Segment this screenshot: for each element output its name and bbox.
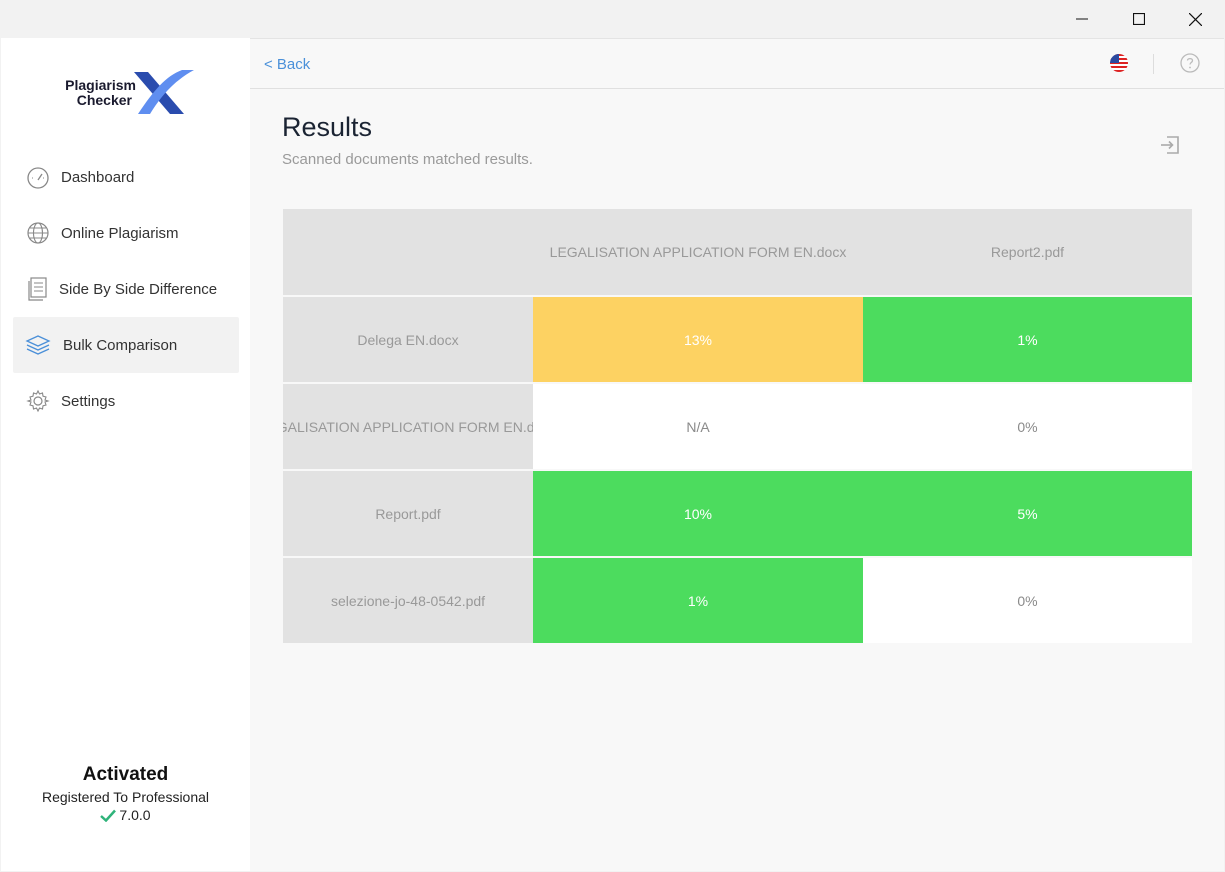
sidebar-item-label: Side By Side Difference: [59, 280, 218, 298]
sidebar-item-dashboard[interactable]: Dashboard: [13, 149, 239, 205]
table-row: Delega EN.docx 13% 1%: [283, 297, 1192, 382]
table-column-header: LEGALISATION APPLICATION FORM EN.docx: [533, 209, 863, 295]
sidebar-item-side-by-side[interactable]: Side By Side Difference: [13, 261, 239, 317]
table-row: Report.pdf 10% 5%: [283, 471, 1192, 556]
match-cell[interactable]: 10%: [533, 471, 863, 556]
sidebar-item-settings[interactable]: Settings: [13, 373, 239, 429]
logo-line2: Checker: [76, 92, 132, 108]
logo-line1: Plagiarism: [65, 77, 136, 93]
globe-icon: [25, 220, 51, 246]
results-table: LEGALISATION APPLICATION FORM EN.docx Re…: [283, 209, 1192, 645]
layers-icon: [25, 332, 51, 358]
app-logo: Plagiarism Checker: [56, 68, 201, 120]
sidebar-item-label: Settings: [61, 392, 116, 410]
match-cell[interactable]: 1%: [863, 297, 1192, 382]
us-flag-icon[interactable]: [1110, 54, 1128, 72]
match-cell[interactable]: 0%: [863, 384, 1192, 469]
sidebar: Plagiarism Checker Dashboard Online Plag…: [1, 38, 250, 871]
divider: [1153, 54, 1154, 74]
version-text: 7.0.0: [119, 807, 151, 823]
close-icon: [1189, 12, 1202, 26]
main-content: < Back Results Scanned documents matched…: [250, 38, 1224, 871]
export-icon[interactable]: [1159, 134, 1181, 156]
match-cell[interactable]: 1%: [533, 558, 863, 643]
sidebar-item-label: Bulk Comparison: [63, 336, 178, 354]
match-cell[interactable]: 0%: [863, 558, 1192, 643]
page-title: Results: [282, 112, 373, 142]
logo-x-icon: [134, 70, 194, 114]
table-row-header: LEGALISATION APPLICATION FORM EN.docx: [283, 384, 533, 469]
sidebar-item-bulk-comparison[interactable]: Bulk Comparison: [13, 317, 239, 373]
title-bar: [0, 0, 1225, 38]
page-subtitle: Scanned documents matched results.: [282, 151, 533, 168]
table-row: selezione-jo-48-0542.pdf 1% 0%: [283, 558, 1192, 643]
match-cell[interactable]: 13%: [533, 297, 863, 382]
sidebar-item-label: Dashboard: [61, 168, 135, 186]
version-line: 7.0.0: [1, 807, 250, 823]
table-row: LEGALISATION APPLICATION FORM EN.docx N/…: [283, 384, 1192, 469]
match-cell[interactable]: N/A: [533, 384, 863, 469]
close-button[interactable]: [1167, 0, 1224, 38]
check-icon: [100, 809, 117, 822]
registration-text: Registered To Professional: [41, 789, 210, 805]
table-header-corner: [283, 209, 533, 295]
table-row-header: selezione-jo-48-0542.pdf: [283, 558, 533, 643]
gauge-icon: [25, 164, 51, 190]
table-row-header: Report.pdf: [283, 471, 533, 556]
table-header-row: LEGALISATION APPLICATION FORM EN.docx Re…: [283, 209, 1192, 295]
sidebar-item-online-plagiarism[interactable]: Online Plagiarism: [13, 205, 239, 261]
table-column-header: Report2.pdf: [863, 209, 1192, 295]
activation-panel: Activated Registered To Professional 7.0…: [1, 764, 250, 823]
document-icon: [25, 276, 51, 302]
maximize-button[interactable]: [1110, 0, 1167, 38]
gear-icon: [25, 388, 51, 414]
table-row-header: Delega EN.docx: [283, 297, 533, 382]
top-bar: < Back: [250, 39, 1224, 89]
match-cell[interactable]: 5%: [863, 471, 1192, 556]
activation-status: Activated: [82, 764, 169, 785]
logo-text: Plagiarism Checker: [56, 78, 136, 108]
maximize-icon: [1132, 13, 1145, 25]
back-link[interactable]: < Back: [264, 56, 311, 73]
minimize-button[interactable]: [1053, 0, 1110, 38]
sidebar-item-label: Online Plagiarism: [61, 224, 179, 242]
minimize-icon: [1075, 18, 1088, 20]
help-icon[interactable]: [1180, 53, 1200, 73]
